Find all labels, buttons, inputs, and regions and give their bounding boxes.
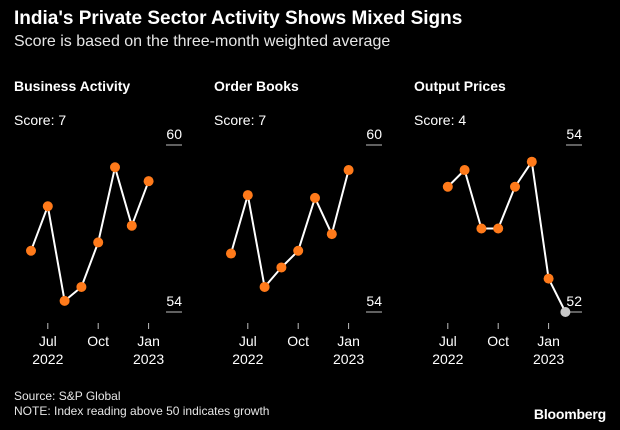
x-tick-label: Jan: [337, 333, 360, 349]
data-point: [143, 176, 154, 187]
y-tick-top-label: 54: [566, 126, 582, 142]
panel-business-activity: Business Activity Score: 7 60 54 Jul 2022 Oc…: [14, 0, 214, 390]
panel-chart: 60 54 Jul 2022 Oct Jan 2023: [226, 126, 382, 367]
y-tick-bottom-label: 54: [166, 293, 182, 309]
data-point: [76, 281, 87, 292]
y-tick-top-label: 60: [166, 126, 182, 142]
panel-score: Score: 7: [214, 112, 267, 128]
data-point: [276, 262, 287, 273]
data-point: [26, 245, 36, 256]
panel-score: Score: 4: [414, 112, 467, 128]
data-point: [326, 229, 337, 240]
source-note: Source: S&P Global: [14, 389, 121, 403]
data-point: [293, 245, 304, 256]
x-tick-label: Jul: [439, 333, 457, 349]
data-point: [42, 201, 53, 212]
x-tick-year-label: 2023: [133, 351, 164, 367]
x-tick-year-label: 2022: [432, 351, 463, 367]
x-tick-label: Jan: [537, 333, 560, 349]
data-point: [242, 190, 253, 201]
panel-title: Order Books: [214, 78, 299, 94]
data-point: [459, 165, 470, 176]
latest-data-point: [560, 307, 571, 317]
series-line: [30, 166, 150, 302]
x-tick-label: Jul: [39, 333, 57, 349]
x-tick-year-label: 2022: [32, 351, 63, 367]
panel-chart: 54 52 Jul 2022 Oct Jan 2023: [432, 126, 582, 367]
footnote: NOTE: Index reading above 50 indicates g…: [14, 404, 270, 418]
data-point: [59, 295, 70, 306]
panel-chart: 60 54 Jul 2022 Oct Jan 2023: [26, 126, 182, 367]
chart-title: India's Private Sector Activity Shows Mi…: [14, 8, 463, 29]
data-point: [493, 223, 504, 234]
data-point: [510, 181, 520, 192]
panel-title: Business Activity: [14, 78, 131, 94]
chart-subtitle: Score is based on the three-month weight…: [14, 33, 391, 50]
data-point: [476, 223, 487, 234]
data-point: [310, 192, 320, 203]
data-point: [110, 162, 120, 173]
x-tick-label: Jul: [239, 333, 257, 349]
x-tick-label: Oct: [487, 333, 509, 349]
y-tick-bottom-label: 52: [566, 293, 582, 309]
panel-score: Score: 7: [14, 112, 67, 128]
panel-output-prices: Output Prices Score: 4 54 52 Jul 2022 Oct Jan…: [414, 0, 614, 390]
data-point: [543, 273, 554, 284]
data-point: [343, 165, 354, 176]
x-tick-label: Jan: [137, 333, 160, 349]
data-point: [259, 281, 270, 292]
data-point: [93, 237, 104, 248]
x-tick-label: Oct: [87, 333, 109, 349]
series-line: [447, 160, 567, 313]
x-tick-label: Oct: [287, 333, 309, 349]
series-line: [230, 169, 350, 288]
x-tick-year-label: 2023: [533, 351, 564, 367]
data-point: [226, 248, 236, 259]
data-point: [126, 220, 137, 231]
data-point: [526, 156, 537, 167]
bloomberg-logo: Bloomberg: [533, 406, 606, 422]
panel-order-books: Order Books Score: 7 60 54 Jul 2022 Oct Jan 20…: [214, 0, 414, 390]
data-point: [442, 181, 453, 192]
y-tick-bottom-label: 54: [366, 293, 382, 309]
x-tick-year-label: 2022: [232, 351, 263, 367]
panel-title: Output Prices: [414, 78, 506, 94]
y-tick-top-label: 60: [366, 126, 382, 142]
x-tick-year-label: 2023: [333, 351, 364, 367]
